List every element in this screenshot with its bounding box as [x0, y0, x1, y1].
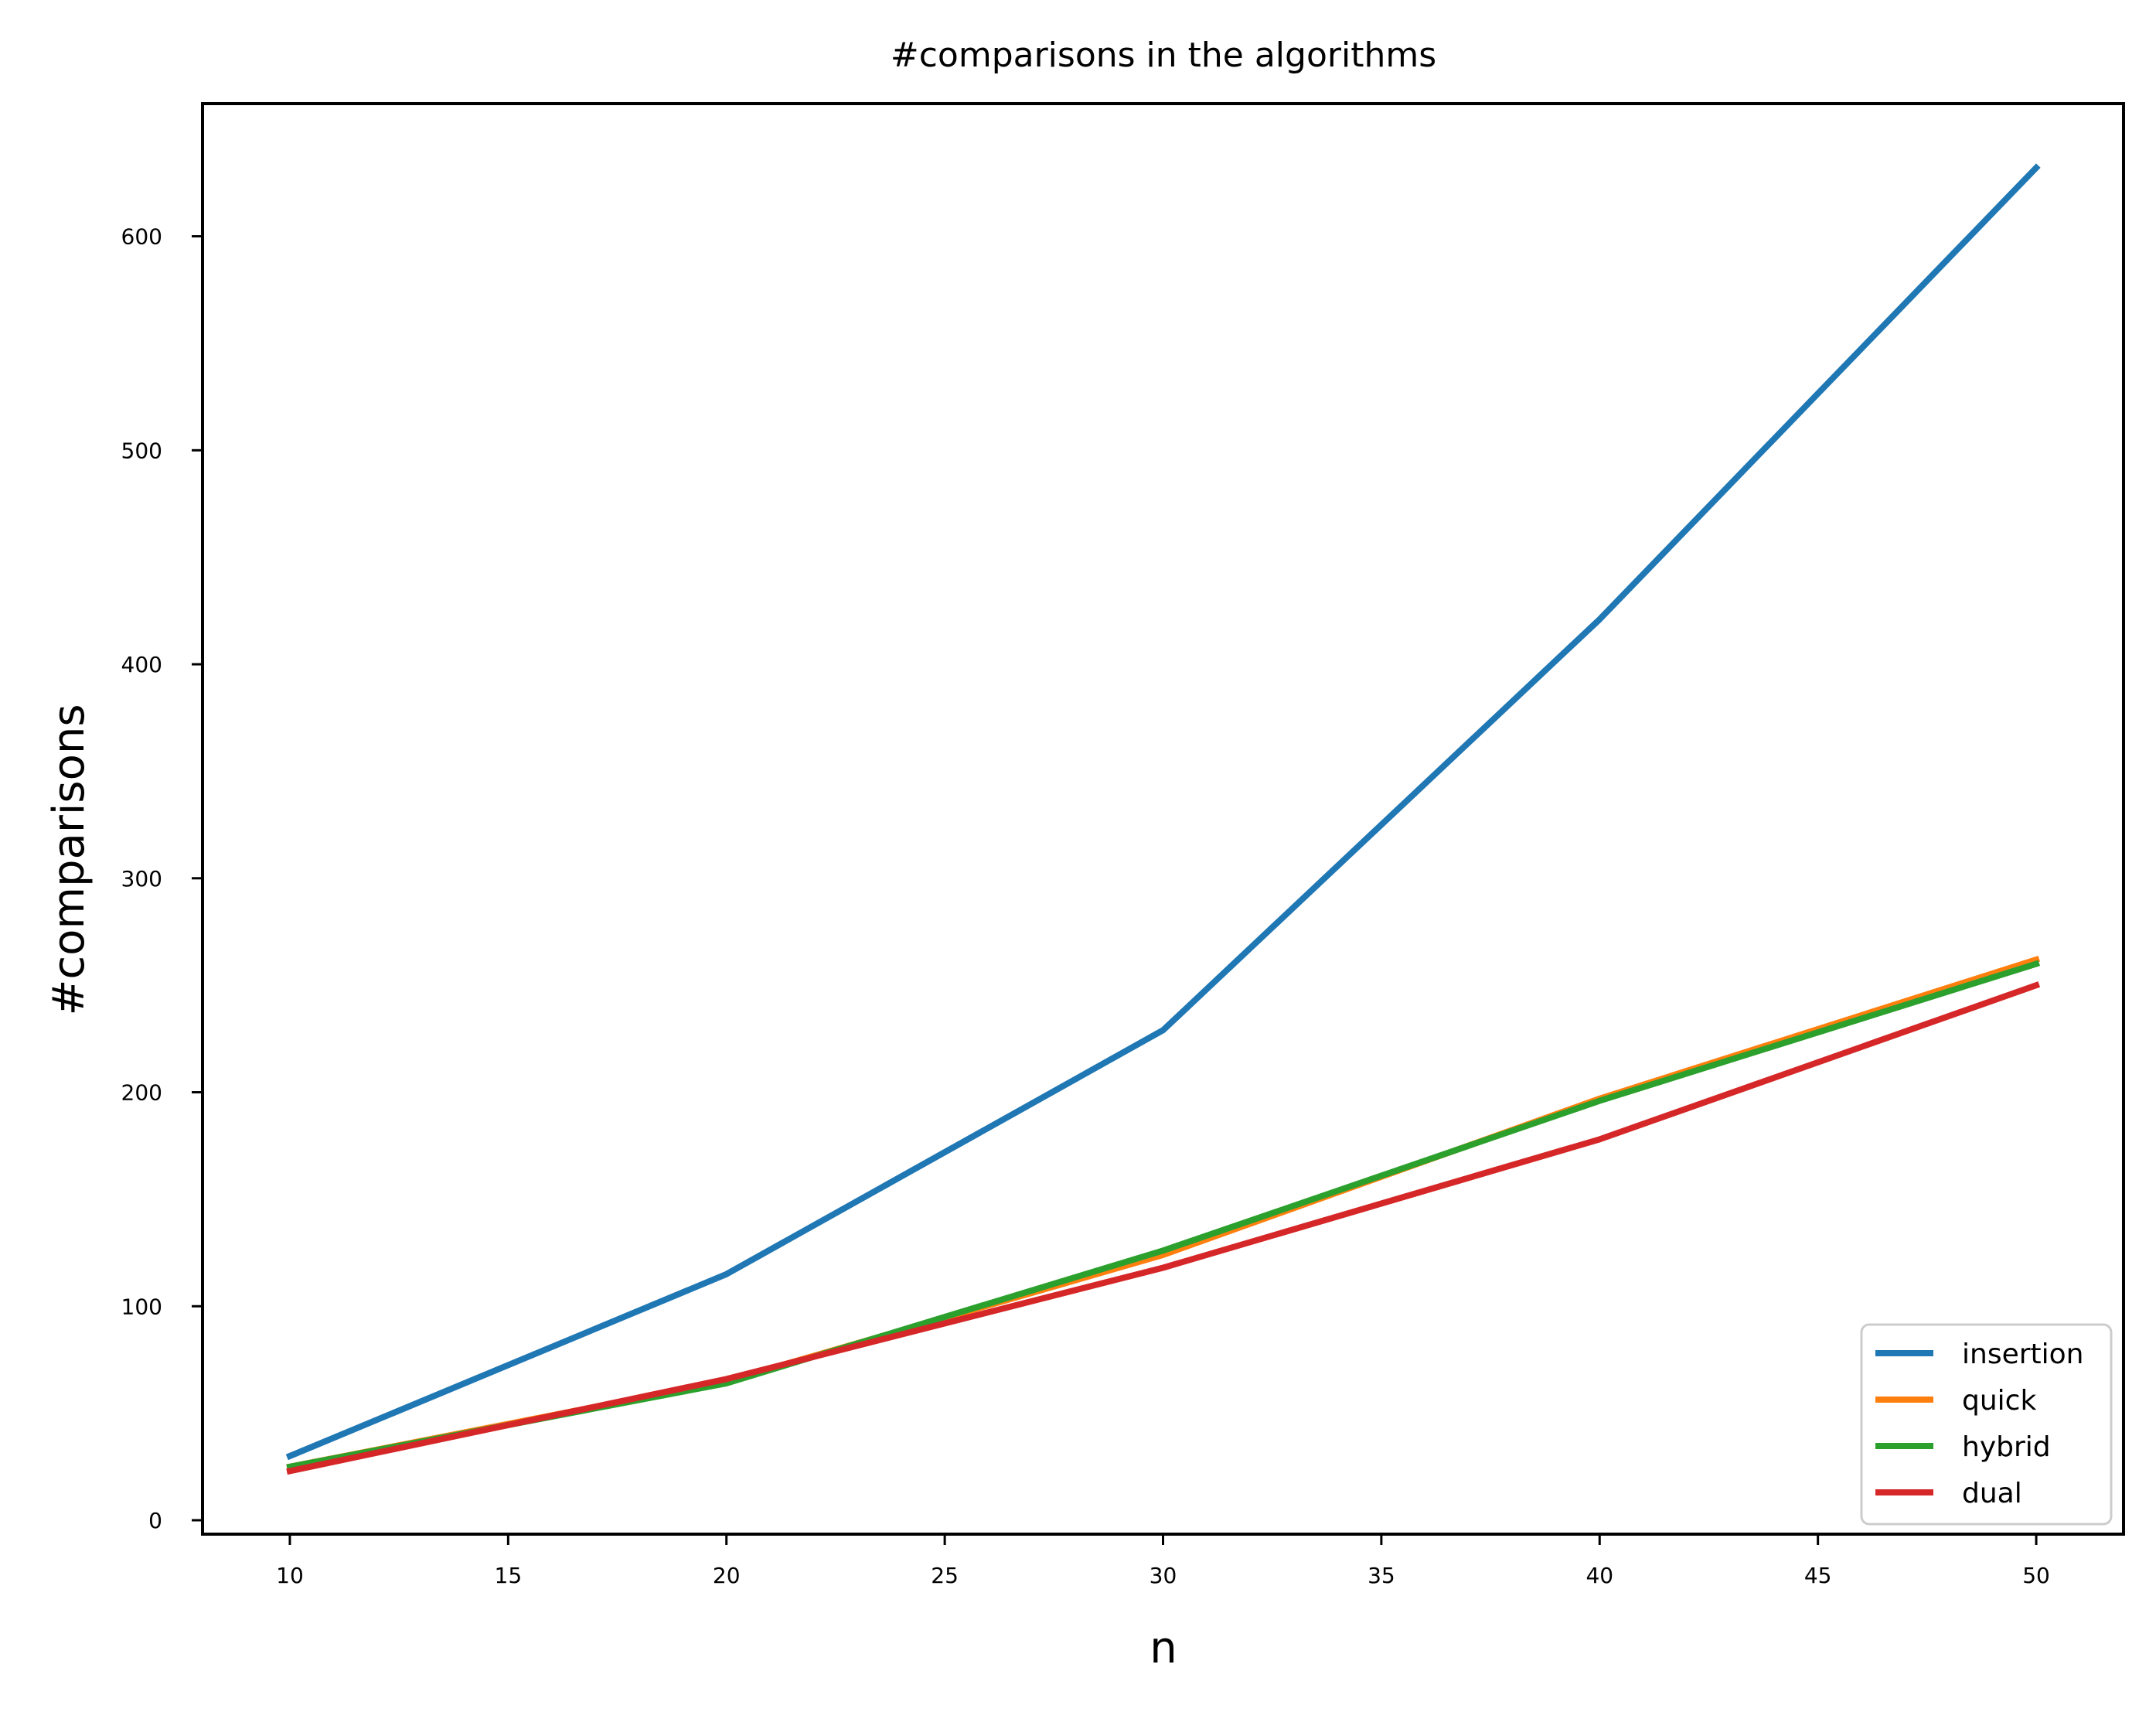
series-line-insertion [285, 163, 2041, 1461]
x-tick-label: 45 [1804, 1563, 1832, 1588]
y-tick-label: 600 [121, 224, 162, 250]
legend-label-quick: quick [1962, 1385, 2036, 1417]
legend-box [1860, 1323, 2113, 1526]
x-axis-label: n [1150, 1623, 1177, 1673]
x-tick-label: 10 [276, 1563, 304, 1588]
legend: insertion quick hybrid dual [1860, 1323, 2113, 1526]
x-tick-label: 20 [713, 1563, 741, 1588]
y-tick-label: 300 [121, 866, 162, 892]
x-tick-label: 40 [1585, 1563, 1613, 1588]
y-tick-label: 100 [121, 1294, 162, 1319]
x-tick-label: 15 [495, 1563, 523, 1588]
series-line-hybrid [286, 960, 2041, 1471]
x-tick-label: 25 [931, 1563, 959, 1588]
series-lines [285, 163, 2041, 1475]
y-tick-label: 200 [121, 1080, 162, 1106]
legend-label-hybrid: hybrid [1962, 1431, 2051, 1463]
y-axis-label: #comparisons [44, 704, 94, 1015]
legend-label-dual: dual [1962, 1478, 2022, 1509]
chart-title: #comparisons in the algorithms [891, 36, 1436, 75]
y-tick-label: 400 [121, 652, 162, 677]
legend-label-insertion: insertion [1962, 1339, 2083, 1370]
y-tick-label: 500 [121, 438, 162, 463]
x-tick-label: 30 [1150, 1563, 1177, 1588]
series-line-dual [286, 981, 2041, 1475]
y-tick-label: 0 [148, 1508, 162, 1533]
plot-area-frame [201, 102, 2125, 1536]
series-line-quick [286, 955, 2041, 1471]
x-tick-label: 50 [2022, 1563, 2050, 1588]
x-tick-label: 35 [1368, 1563, 1395, 1588]
